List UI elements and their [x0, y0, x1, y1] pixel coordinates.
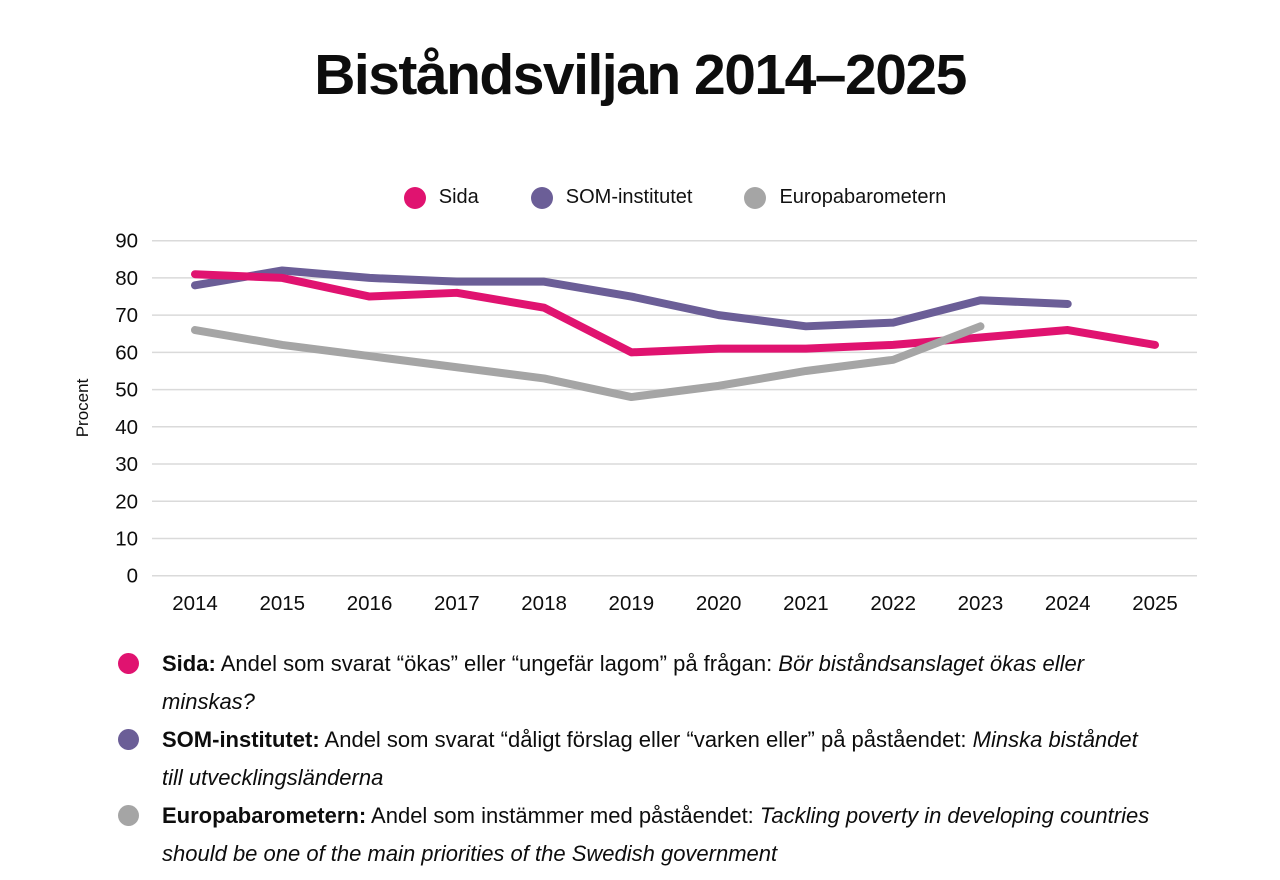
som-footnote-dot-icon: [118, 729, 139, 750]
svg-text:2016: 2016: [347, 592, 393, 615]
euro-legend-dot-icon: [744, 186, 767, 209]
legend-label-som: SOM-institutet: [565, 186, 693, 208]
legend-item-som: SOM-institutet: [530, 186, 693, 209]
svg-text:40: 40: [115, 416, 138, 439]
svg-text:60: 60: [115, 341, 138, 364]
svg-text:2020: 2020: [696, 592, 742, 615]
sida-legend-dot-icon: [403, 186, 426, 209]
legend-label-sida: Sida: [438, 186, 479, 208]
footnote-som-label: SOM-institutet:: [162, 727, 320, 752]
footnote-som: SOM-institutet: Andel som svarat “dåligt…: [118, 721, 1158, 797]
legend-item-sida: Sida: [403, 186, 479, 209]
svg-text:2025: 2025: [1132, 592, 1178, 615]
footnote-sida: Sida: Andel som svarat “ökas” eller “ung…: [118, 645, 1158, 721]
svg-text:2019: 2019: [609, 592, 655, 615]
svg-text:2015: 2015: [259, 592, 305, 615]
chart-title: Biståndsviljan 2014–2025: [314, 43, 967, 107]
svg-text:2014: 2014: [172, 592, 218, 615]
footnote-sida-label: Sida:: [162, 651, 216, 676]
footnote-som-text: Andel som svarat “dåligt förslag eller “…: [319, 727, 973, 752]
footnote-euro-text: Andel som instämmer med påståendet:: [366, 803, 760, 828]
svg-text:2023: 2023: [958, 592, 1004, 615]
sida-footnote-dot-icon: [118, 653, 139, 674]
footnote-som-question: Minska biståndet till utvecklingsländern…: [162, 727, 1138, 790]
legend-label-euro: Europabarometern: [779, 186, 947, 208]
line-chart-plot: 0 10 20 30 40 50 60 70 80 90 Procent 2014 2015 2016 20…: [73, 230, 1197, 615]
svg-text:2017: 2017: [434, 592, 480, 615]
svg-text:70: 70: [115, 304, 138, 327]
footnote-sida-text: Andel som svarat “ökas” eller “ungefär l…: [215, 651, 779, 676]
svg-text:2021: 2021: [783, 592, 829, 615]
legend-item-euro: Europabarometern: [744, 186, 946, 209]
footnote-legend: Sida: Andel som svarat “ökas” eller “ung…: [118, 645, 1158, 873]
footnote-euro-label: Europabarometern:: [162, 803, 367, 828]
svg-text:Procent: Procent: [73, 378, 92, 437]
chart-legend: Sida SOM-institutet Europabarometern: [152, 186, 1198, 209]
svg-text:10: 10: [115, 527, 138, 550]
footnote-sida-question: Bör biståndsanslaget ökas eller minskas?: [162, 651, 1085, 714]
euro-footnote-dot-icon: [118, 805, 139, 826]
footnote-euro: Europabarometern: Andel som instämmer me…: [118, 797, 1158, 873]
svg-text:50: 50: [115, 379, 138, 402]
svg-text:2018: 2018: [521, 592, 567, 615]
svg-text:90: 90: [115, 230, 138, 253]
svg-text:2022: 2022: [870, 592, 916, 615]
svg-text:2024: 2024: [1045, 592, 1091, 615]
svg-text:80: 80: [115, 267, 138, 290]
som-legend-dot-icon: [530, 186, 553, 209]
footnote-euro-question: Tackling poverty in developing countries…: [162, 803, 1150, 866]
svg-text:0: 0: [127, 565, 138, 588]
svg-text:30: 30: [115, 453, 138, 476]
svg-text:20: 20: [115, 490, 138, 513]
